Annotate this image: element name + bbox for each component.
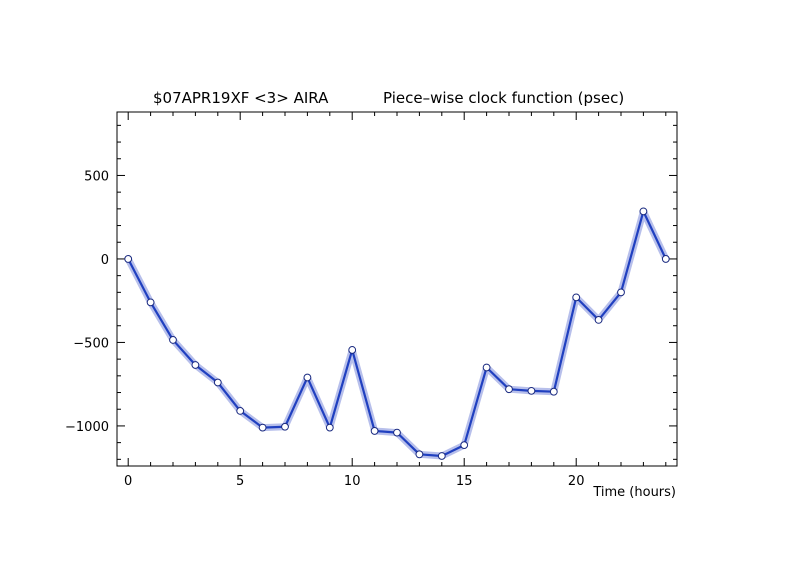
data-point	[281, 422, 289, 431]
data-point	[124, 255, 133, 263]
x-axis-label: Time (hours)	[592, 485, 676, 500]
series-line	[127, 210, 667, 458]
data-point	[146, 298, 155, 307]
data-point	[236, 406, 245, 415]
data-point	[482, 363, 491, 372]
data-point	[572, 293, 581, 302]
data-point	[617, 288, 625, 297]
data-point	[639, 207, 648, 216]
x-tick-label: 5	[236, 474, 244, 489]
chart-title-right: Piece–wise clock function (psec)	[383, 89, 624, 107]
data-point	[258, 423, 267, 432]
data-point	[549, 387, 558, 396]
data-point	[169, 336, 177, 344]
data-point	[460, 441, 469, 450]
data-point	[370, 427, 379, 435]
x-tick-label: 10	[344, 474, 361, 489]
y-tick-label: 500	[84, 169, 109, 184]
x-tick-label: 20	[568, 474, 585, 489]
uncertainty-band	[124, 207, 670, 460]
data-point	[303, 373, 312, 382]
data-point	[505, 385, 513, 394]
y-tick-label: −1000	[65, 420, 109, 435]
data-point	[415, 450, 424, 459]
data-point	[213, 378, 222, 387]
data-point	[594, 315, 603, 324]
data-point	[348, 346, 357, 354]
y-tick-label: 0	[101, 253, 109, 268]
data-point	[661, 255, 670, 263]
y-tick-label: −500	[73, 336, 109, 351]
tick-labels: 0 5 10 15 20 500 0 −500 −1000	[65, 169, 584, 489]
data-point	[437, 452, 446, 460]
major-ticks	[117, 112, 677, 466]
x-tick-label: 0	[124, 474, 132, 489]
chart-title-left: $07APR19XF <3> AIRA	[153, 89, 329, 107]
points-layer	[124, 207, 670, 460]
data-point	[527, 386, 536, 395]
x-tick-label: 15	[456, 474, 473, 489]
series-layer	[124, 207, 670, 460]
minor-ticks	[117, 112, 677, 466]
data-point	[325, 423, 334, 432]
data-point	[191, 361, 200, 369]
plot-frame	[116, 111, 678, 467]
data-point	[393, 428, 401, 437]
